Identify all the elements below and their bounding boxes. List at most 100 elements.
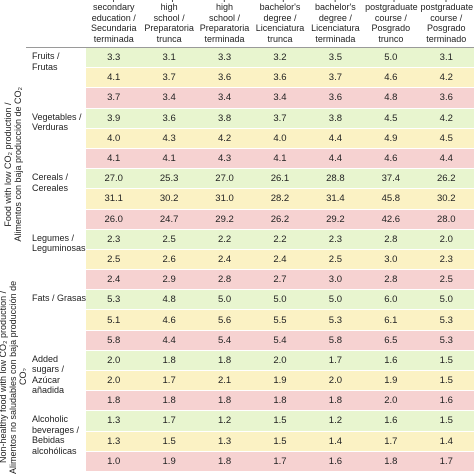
value-cell: 2.9 [141, 269, 197, 291]
value-cell: 5.4 [252, 330, 308, 351]
value-cell: 4.6 [141, 309, 197, 331]
value-cell: 4.1 [252, 148, 308, 170]
table-row: 2.5 2.6 2.4 2.4 2.5 3.0 2.3 [26, 249, 474, 271]
value-cell: 3.3 [86, 46, 142, 69]
value-cell: 30.2 [418, 188, 474, 210]
table-row: 31.1 30.2 31.0 28.2 31.4 45.8 30.2 [26, 188, 474, 210]
value-cell: 4.1 [86, 148, 142, 170]
value-cell: 27.0 [86, 168, 142, 190]
value-cell: 1.9 [252, 370, 308, 392]
value-cell: 2.5 [418, 269, 474, 291]
value-cell: 2.0 [86, 370, 142, 392]
value-cell: 1.5 [418, 349, 474, 372]
value-cell: 29.2 [307, 209, 364, 230]
category-label: Fats / Grasas [26, 289, 86, 351]
value-cell: 5.0 [418, 289, 474, 311]
value-cell: 1.8 [307, 390, 364, 412]
value-cell: 3.6 [196, 67, 253, 89]
value-cell: 4.5 [363, 107, 419, 129]
value-cell: 3.0 [307, 269, 364, 291]
value-cell: 1.8 [196, 349, 253, 372]
value-cell: 3.3 [196, 46, 253, 69]
group-label-low-co2-text: Food with low CO₂ production / Alimentos… [3, 86, 23, 242]
value-cell: 3.2 [252, 46, 308, 69]
value-cell: 2.5 [307, 249, 364, 271]
value-cell: 4.5 [418, 128, 474, 149]
value-cell: 4.3 [141, 128, 197, 149]
value-cell: 31.4 [307, 188, 364, 210]
table-row: Legumes / Leguminosas 2.3 2.5 2.2 2.2 2.3 2.8 2… [26, 228, 474, 291]
category-label: Legumes / Leguminosas [26, 228, 86, 291]
value-cell: 3.8 [196, 107, 253, 129]
value-cell: 4.9 [363, 128, 419, 149]
value-cell: 1.8 [141, 390, 197, 412]
table-row: 1.0 1.9 1.8 1.7 1.6 1.8 1.7 [26, 451, 474, 472]
value-cell: 2.4 [196, 249, 253, 271]
value-cell: 1.3 [196, 431, 253, 452]
value-cell: 5.8 [307, 330, 364, 351]
value-cell: 2.3 [307, 228, 364, 250]
table-row: Cereals / Cereales 27.0 25.3 27.0 26.1 28.8 37… [26, 168, 474, 230]
value-cell: 6.0 [363, 289, 419, 311]
value-cell: 4.2 [418, 67, 474, 89]
value-cell: 2.8 [196, 269, 253, 291]
column-header: incomplete bachelor's degree / Licenciat… [255, 0, 305, 44]
value-cell: 1.5 [252, 410, 308, 432]
table-row: 1.8 1.8 1.8 1.8 1.8 2.0 1.6 [26, 390, 474, 412]
value-cell: 1.2 [307, 410, 364, 432]
column-header: complete postgraduate course / Posgrado … [420, 0, 474, 44]
value-cell: 1.3 [86, 410, 142, 432]
value-cell: 1.5 [418, 410, 474, 432]
value-cell: 3.9 [86, 107, 142, 129]
value-cell: 3.0 [363, 249, 419, 271]
group-label-non-healthy-text: Non-healthy food with low CO₂ production… [0, 280, 28, 474]
value-cell: 3.6 [307, 87, 364, 109]
value-cell: 2.8 [363, 269, 419, 291]
value-cell: 28.8 [307, 168, 364, 190]
value-cell: 5.3 [307, 309, 364, 331]
value-cell: 2.5 [86, 249, 142, 271]
table-row: 26.0 24.7 29.2 26.2 29.2 42.6 28.0 [26, 209, 474, 230]
value-cell: 26.2 [418, 168, 474, 190]
value-cell: 26.2 [252, 209, 308, 230]
value-cell: 1.5 [418, 370, 474, 392]
value-cell: 2.5 [141, 228, 197, 250]
value-cell: 3.7 [141, 67, 197, 89]
value-cell: 1.7 [363, 431, 419, 452]
value-cell: 37.4 [363, 168, 419, 190]
value-cell: 5.1 [86, 309, 142, 331]
category-label: Cereals / Cereales [26, 168, 86, 230]
value-cell: 3.6 [141, 107, 197, 129]
value-cell: 1.8 [363, 451, 419, 472]
value-cell: 25.3 [141, 168, 197, 190]
value-cell: 4.6 [363, 67, 419, 89]
value-cell: 4.4 [307, 148, 364, 170]
value-cell: 2.2 [252, 228, 308, 250]
table-row: Alcoholic beverages / Bebidas alcohólica… [26, 410, 474, 472]
table-row: Vegetables / Verduras 3.9 3.6 3.8 3.7 3.8 4.5 4… [26, 107, 474, 170]
value-cell: 3.4 [196, 87, 253, 109]
value-cell: 3.4 [252, 87, 308, 109]
value-cell: 5.3 [418, 309, 474, 331]
value-cell: 5.3 [418, 330, 474, 351]
value-cell: 1.4 [418, 431, 474, 452]
value-cell: 45.8 [363, 188, 419, 210]
value-cell: 28.0 [418, 209, 474, 230]
value-cell: 4.0 [86, 128, 142, 149]
value-cell: 26.0 [86, 209, 142, 230]
value-cell: 5.6 [196, 309, 253, 331]
value-cell: 2.6 [141, 249, 197, 271]
table-row: Fats / Grasas 5.3 4.8 5.0 5.0 5.0 6.0 5.0 [26, 289, 474, 351]
table-row: 5.8 4.4 5.4 5.4 5.8 6.5 5.3 [26, 330, 474, 351]
table-row: 3.7 3.4 3.4 3.4 3.6 4.8 3.6 [26, 87, 474, 109]
column-header: complete bachelor's degree / Licenciatur… [311, 0, 360, 44]
value-cell: 31.1 [86, 188, 142, 210]
value-cell: 1.7 [307, 349, 364, 372]
value-cell: 3.7 [86, 87, 142, 109]
value-cell: 1.5 [141, 431, 197, 452]
value-cell: 4.1 [141, 148, 197, 170]
value-cell: 1.4 [307, 431, 364, 452]
value-cell: 26.1 [252, 168, 308, 190]
table-row: 5.1 4.6 5.6 5.5 5.3 6.1 5.3 [26, 309, 474, 331]
value-cell: 1.6 [363, 349, 419, 372]
